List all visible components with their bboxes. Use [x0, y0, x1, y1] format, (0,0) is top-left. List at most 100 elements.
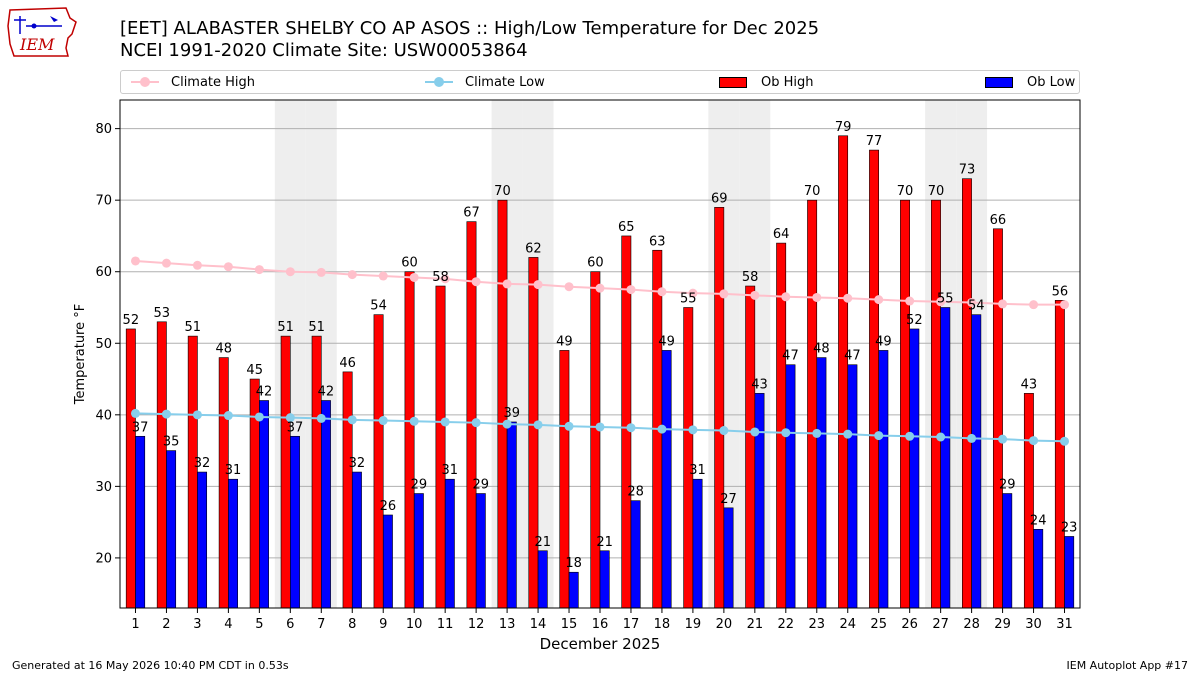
ob-low-label: 18 — [565, 556, 582, 571]
climate-low-point — [998, 434, 1008, 444]
ob-low-bar — [909, 328, 920, 609]
ob-low-label: 29 — [999, 478, 1016, 493]
climate-high-point — [719, 289, 729, 299]
ob-high-bar — [187, 335, 198, 609]
ob-high-label: 70 — [804, 184, 821, 199]
ob-low-label: 42 — [318, 385, 335, 400]
x-tick-label: 2 — [162, 617, 170, 632]
climate-high-point — [130, 256, 140, 266]
legend-ob-high-marker — [719, 76, 747, 88]
ob-low-label: 29 — [411, 478, 428, 493]
ob-high-bar — [869, 149, 880, 609]
y-tick-label: 80 — [95, 122, 112, 137]
x-tick-label: 22 — [778, 617, 795, 632]
ob-low-label: 31 — [225, 463, 242, 478]
x-tick-label: 27 — [932, 617, 949, 632]
ob-high-label: 49 — [556, 334, 573, 349]
ob-low-bar — [444, 478, 455, 609]
climate-high-point — [874, 295, 884, 305]
y-tick-label: 30 — [95, 480, 112, 495]
x-tick-label: 28 — [963, 617, 980, 632]
x-tick-label: 23 — [809, 617, 826, 632]
ob-low-label: 55 — [937, 291, 954, 306]
climate-high-point — [750, 290, 760, 300]
climate-high-point — [626, 285, 636, 295]
ob-high-label: 54 — [370, 299, 387, 314]
climate-low-point — [905, 431, 915, 441]
x-tick-label: 25 — [870, 617, 887, 632]
ob-low-label: 48 — [813, 342, 830, 357]
ob-high-label: 70 — [897, 184, 914, 199]
ob-high-label: 43 — [1021, 377, 1038, 392]
ob-high-label: 69 — [711, 191, 728, 206]
x-tick-label: 19 — [685, 617, 702, 632]
ob-low-bar — [413, 493, 424, 609]
ob-high-bar — [311, 335, 322, 609]
x-tick-label: 7 — [317, 617, 325, 632]
climate-low-point — [440, 417, 450, 427]
ob-low-label: 28 — [627, 485, 644, 500]
generated-note: Generated at 16 May 2026 10:40 PM CDT in… — [12, 659, 289, 672]
climate-low-point — [688, 425, 698, 435]
ob-high-label: 62 — [525, 241, 542, 256]
ob-high-bar — [931, 199, 941, 609]
x-tick-label: 15 — [561, 617, 578, 632]
climate-high-point — [657, 287, 667, 297]
chart-legend: Climate High Climate Low Ob High Ob Low — [120, 70, 1080, 94]
climate-high-point — [564, 282, 574, 292]
climate-low-point — [192, 410, 202, 420]
ob-low-label: 35 — [163, 435, 180, 450]
ob-high-label: 73 — [959, 163, 976, 178]
ob-high-label: 63 — [649, 234, 666, 249]
climate-low-point — [285, 413, 295, 423]
ob-high-bar — [1054, 300, 1065, 609]
legend-ob-low-label: Ob Low — [1027, 74, 1076, 90]
legend-ob-low-marker — [985, 76, 1013, 88]
ob-high-bar — [714, 207, 725, 609]
climate-high-point — [1029, 300, 1039, 310]
climate-low-point — [254, 412, 264, 422]
ob-low-label: 27 — [720, 492, 737, 507]
climate-low-point — [843, 429, 853, 439]
ob-high-bar — [962, 178, 972, 609]
ob-high-bar — [497, 199, 508, 609]
ob-high-label: 52 — [123, 313, 140, 328]
ob-low-label: 47 — [782, 349, 799, 364]
chart-subtitle: NCEI 1991-2020 Climate Site: USW00053864 — [120, 40, 528, 61]
x-tick-label: 11 — [437, 617, 454, 632]
ob-high-label: 51 — [277, 320, 294, 335]
ob-low-bar — [1033, 528, 1044, 609]
svg-text:IEM: IEM — [19, 35, 55, 54]
climate-high-point — [223, 262, 233, 272]
legend-climate-high-label: Climate High — [171, 74, 256, 90]
ob-high-label: 45 — [246, 363, 263, 378]
climate-high-point — [998, 299, 1008, 309]
ob-low-bar — [692, 478, 703, 609]
ob-high-bar — [590, 271, 601, 609]
climate-low-point — [781, 428, 791, 438]
ob-high-label: 67 — [463, 206, 480, 221]
x-tick-label: 12 — [468, 617, 485, 632]
ob-low-label: 26 — [380, 499, 397, 514]
x-tick-label: 31 — [1056, 617, 1073, 632]
ob-low-label: 52 — [906, 313, 923, 328]
x-tick-label: 5 — [255, 617, 263, 632]
ob-low-label: 37 — [287, 420, 304, 435]
ob-low-label: 47 — [844, 349, 861, 364]
climate-low-point — [657, 424, 667, 434]
x-tick-label: 10 — [406, 617, 423, 632]
ob-low-label: 32 — [194, 456, 211, 471]
ob-low-label: 21 — [596, 535, 613, 550]
climate-low-point — [409, 416, 419, 426]
x-tick-label: 16 — [592, 617, 609, 632]
x-tick-label: 21 — [747, 617, 764, 632]
ob-low-bar — [259, 400, 269, 609]
ob-low-bar — [475, 493, 486, 609]
ob-low-label: 24 — [1030, 513, 1047, 528]
x-tick-label: 3 — [193, 617, 201, 632]
ob-high-label: 60 — [401, 256, 418, 271]
climate-low-point — [130, 408, 140, 418]
ob-high-label: 53 — [154, 306, 171, 321]
legend-climate-low-label: Climate Low — [465, 74, 545, 90]
ob-high-label: 64 — [773, 227, 790, 242]
